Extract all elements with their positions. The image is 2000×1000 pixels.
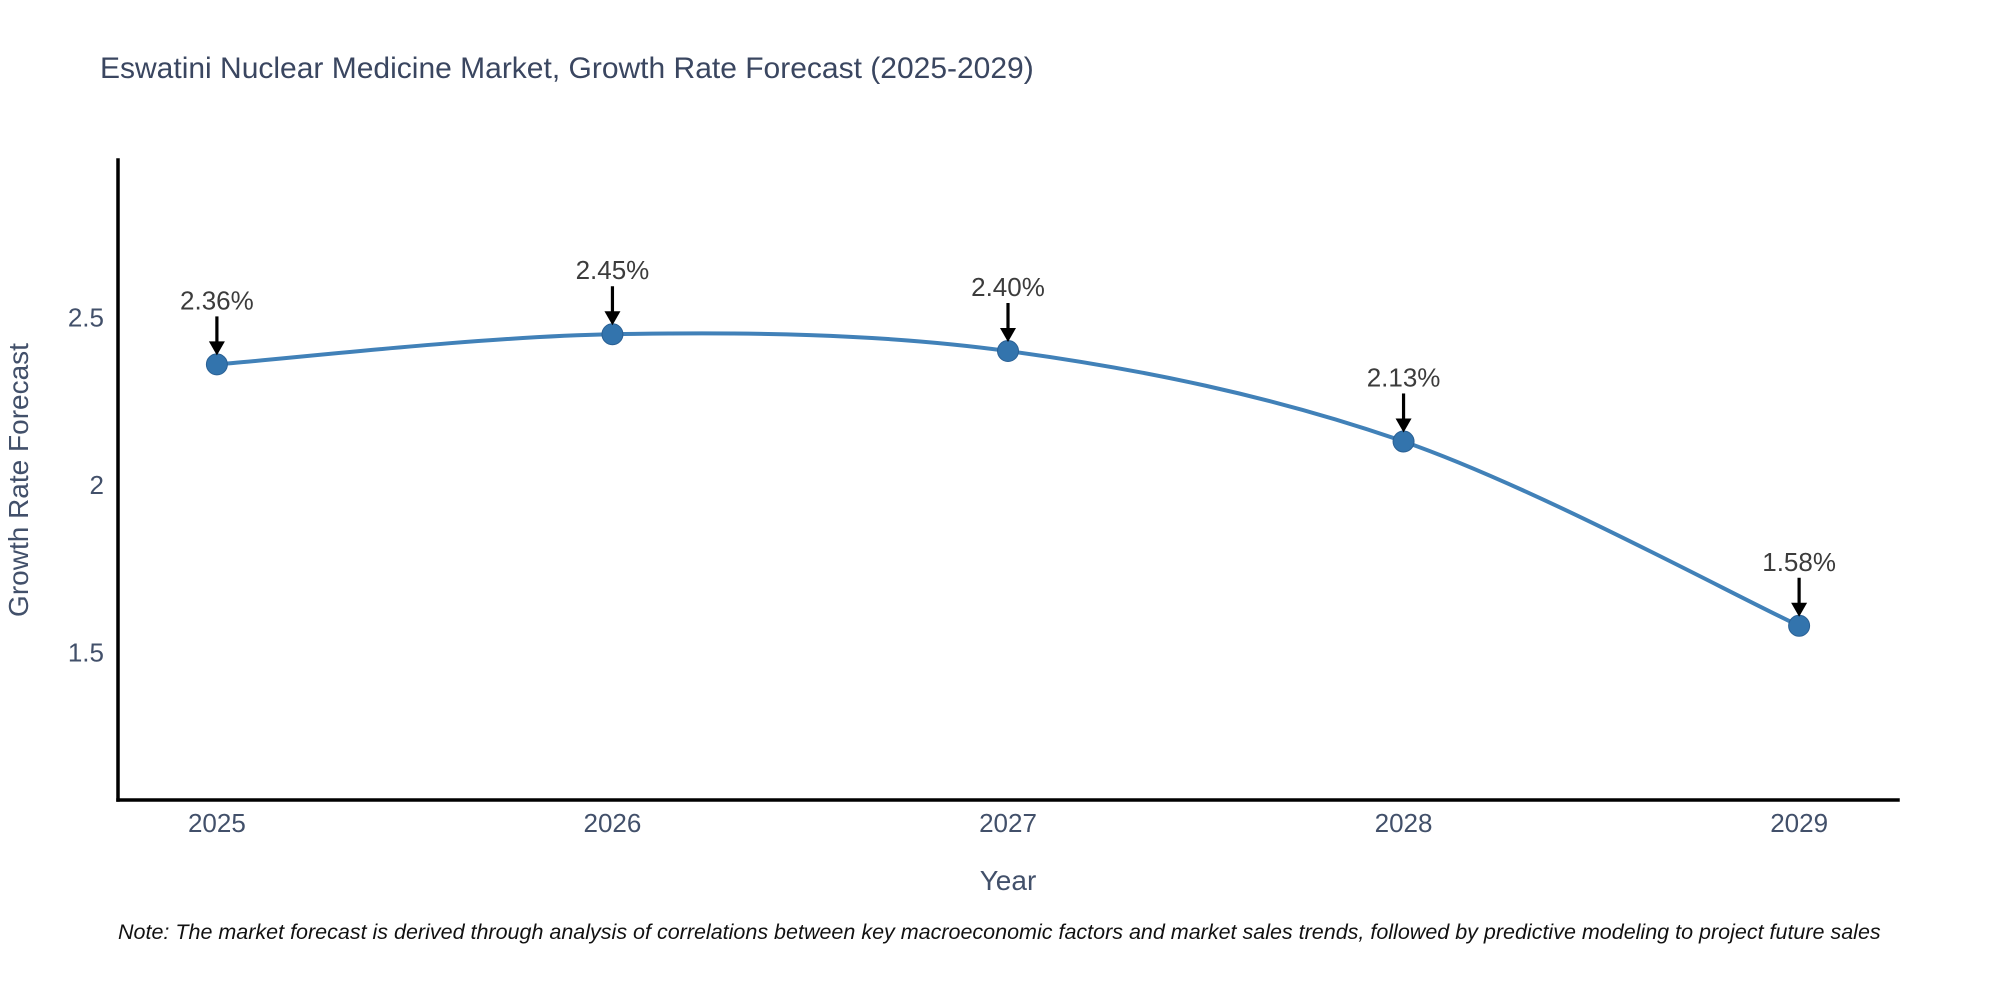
x-tick-label: 2027	[979, 808, 1037, 838]
data-point-marker[interactable]	[601, 323, 624, 346]
data-point-marker[interactable]	[997, 339, 1019, 362]
annotation-arrowhead-icon	[1000, 327, 1016, 342]
y-tick-label: 1.5	[68, 638, 104, 668]
annotation-arrowhead-icon	[1791, 602, 1808, 617]
data-point-marker[interactable]	[1392, 430, 1415, 453]
data-point-marker[interactable]	[205, 353, 228, 376]
data-point-marker[interactable]	[1788, 614, 1811, 637]
annotation-arrowhead-icon	[208, 341, 225, 356]
forecast-line	[214, 331, 1802, 628]
x-tick-label: 2026	[584, 808, 642, 838]
data-point-label: 2.45%	[576, 255, 650, 285]
data-point-label: 2.13%	[1367, 362, 1441, 392]
data-point-annotation: 2.45%	[576, 255, 650, 326]
y-tick-label: 2	[90, 470, 104, 500]
data-point-annotation: 2.13%	[1367, 362, 1441, 433]
annotation-arrowhead-icon	[604, 311, 621, 326]
x-tick-label: 2029	[1770, 808, 1828, 838]
data-point-annotation: 2.36%	[180, 285, 254, 356]
annotation-arrowhead-icon	[1395, 418, 1412, 433]
chart-title: Eswatini Nuclear Medicine Market, Growth…	[100, 52, 1034, 85]
data-point-label: 1.58%	[1762, 547, 1836, 577]
x-axis-title: Year	[980, 865, 1037, 896]
y-axis-title: Growth Rate Forecast	[3, 343, 34, 617]
data-point-label: 2.36%	[180, 285, 254, 315]
data-point-annotation: 1.58%	[1762, 547, 1836, 617]
footnote: Note: The market forecast is derived thr…	[118, 920, 1881, 944]
y-tick-label: 2.5	[68, 302, 104, 332]
data-point-markers	[205, 323, 1811, 637]
x-axis-tick-labels: 2025 2026 2027 2028 2029	[188, 808, 1828, 838]
data-point-label: 2.40%	[971, 272, 1045, 302]
axes	[116, 158, 1900, 802]
x-tick-label: 2025	[188, 808, 246, 838]
data-point-annotations: 2.36% 2.45% 2.40% 2.13% 1.58%	[180, 255, 1836, 617]
data-point-annotation: 2.40%	[971, 272, 1045, 342]
y-axis-tick-labels: 1.5 2 2.5	[68, 302, 104, 667]
x-tick-label: 2028	[1375, 808, 1433, 838]
